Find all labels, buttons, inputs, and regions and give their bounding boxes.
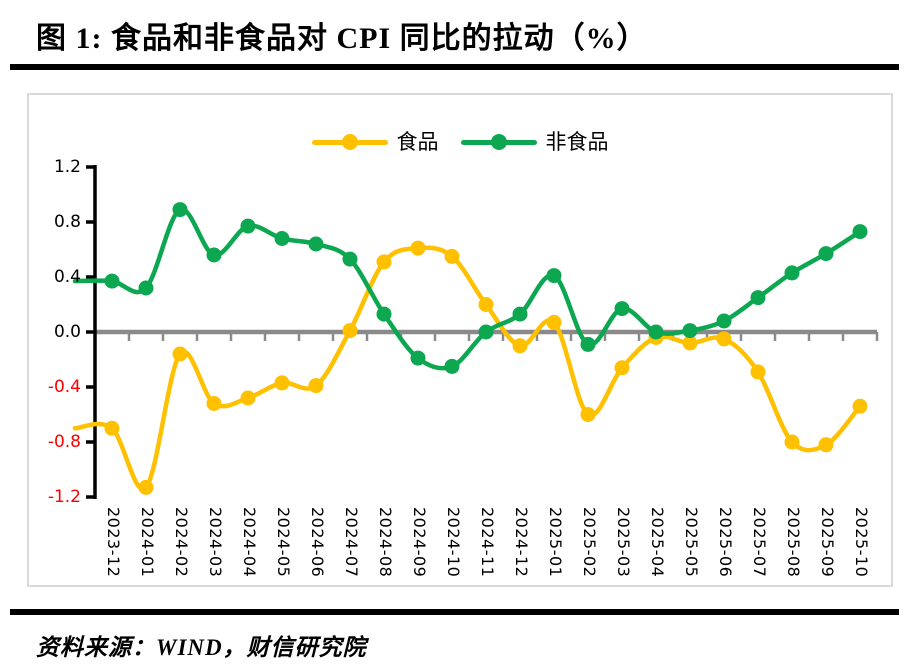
x-axis-label: 2023-12 xyxy=(104,507,123,578)
food-data-point xyxy=(104,420,120,436)
food-data-point xyxy=(784,434,800,450)
nonfood-data-point xyxy=(104,273,120,289)
nonfood-data-point xyxy=(308,236,324,252)
nonfood-data-point xyxy=(716,313,732,329)
food-data-point xyxy=(138,479,154,495)
x-axis-label: 2024-11 xyxy=(478,507,497,578)
nonfood-data-point xyxy=(240,218,256,234)
legend-line-food xyxy=(311,134,388,150)
food-data-point xyxy=(172,346,188,362)
legend-item-food: 食品 xyxy=(311,130,439,154)
nonfood-data-point xyxy=(410,350,426,366)
chart-area: 食品 非食品 1.2 0.8 0.4 0.0 -0.4 -0.8 -1.2 2023-12 20… xyxy=(27,93,893,587)
legend-line-nonfood xyxy=(460,134,537,150)
y-axis-label: 0.8 xyxy=(53,212,81,232)
nonfood-data-point xyxy=(546,268,562,284)
chart-legend: 食品 非食品 xyxy=(29,131,891,153)
y-axis-label: -1.2 xyxy=(47,487,81,507)
nonfood-data-point xyxy=(580,336,596,352)
x-axis-label: 2024-02 xyxy=(172,507,191,578)
food-data-point xyxy=(274,375,290,391)
y-axis-label: 0.0 xyxy=(53,322,81,342)
nonfood-data-point xyxy=(784,265,800,281)
x-axis-label: 2024-05 xyxy=(274,507,293,578)
nonfood-data-point xyxy=(750,290,766,306)
bottom-divider xyxy=(10,609,899,615)
legend-label-nonfood: 非食品 xyxy=(545,130,609,154)
x-axis-label: 2024-09 xyxy=(410,507,429,578)
x-axis-label: 2024-08 xyxy=(376,507,395,578)
source-note: 资料来源：WIND，财信研究院 xyxy=(36,635,367,660)
food-data-point xyxy=(546,314,562,330)
y-axis-label: -0.4 xyxy=(47,377,81,397)
nonfood-data-point xyxy=(682,323,698,339)
x-axis-label: 2025-03 xyxy=(614,507,633,578)
food-data-point xyxy=(716,331,732,347)
figure-title: 图 1: 食品和非食品对 CPI 同比的拉动（%） xyxy=(36,22,648,55)
legend-marker-nonfood xyxy=(490,134,507,150)
food-data-point xyxy=(444,248,460,264)
top-divider xyxy=(10,64,899,70)
food-series-line xyxy=(72,245,863,492)
food-data-point xyxy=(342,323,358,339)
nonfood-data-point xyxy=(818,246,834,262)
x-axis-label: 2025-10 xyxy=(852,507,871,578)
food-data-point xyxy=(206,396,222,411)
food-data-point xyxy=(750,364,766,380)
nonfood-data-point xyxy=(478,324,494,340)
y-axis-label: -0.8 xyxy=(47,432,81,452)
x-axis-label: 2025-04 xyxy=(648,507,667,578)
nonfood-data-point xyxy=(342,251,358,267)
x-axis-label: 2025-05 xyxy=(682,507,701,578)
x-axis-label: 2024-10 xyxy=(444,507,463,578)
y-axis-label: 1.2 xyxy=(53,157,81,177)
y-axis-label: 0.4 xyxy=(53,267,81,287)
food-data-point xyxy=(818,437,834,453)
nonfood-data-point xyxy=(376,306,392,322)
nonfood-data-point xyxy=(138,280,154,296)
nonfood-series-line xyxy=(72,207,863,371)
x-axis-label: 2025-09 xyxy=(818,507,837,578)
food-data-point xyxy=(240,390,256,406)
food-data-point xyxy=(308,378,324,394)
x-axis-label: 2024-06 xyxy=(308,507,327,578)
food-data-point xyxy=(614,360,630,376)
food-data-point xyxy=(682,335,698,351)
food-data-point xyxy=(478,297,494,312)
nonfood-data-point xyxy=(206,247,222,263)
legend-item-nonfood: 非食品 xyxy=(460,130,609,154)
food-data-point xyxy=(512,338,528,354)
food-data-point xyxy=(410,240,426,256)
food-data-point xyxy=(852,398,868,414)
chart-canvas xyxy=(72,165,879,499)
x-axis-label: 2024-01 xyxy=(138,507,157,578)
x-axis-label: 2025-07 xyxy=(750,507,769,578)
legend-marker-food xyxy=(341,134,358,150)
food-data-point xyxy=(376,254,392,270)
nonfood-data-point xyxy=(512,306,528,322)
x-axis-label: 2024-04 xyxy=(240,507,259,578)
x-axis-label: 2024-07 xyxy=(342,507,361,578)
x-axis-label: 2025-08 xyxy=(784,507,803,578)
x-axis-label: 2025-06 xyxy=(716,507,735,578)
x-axis-label: 2024-03 xyxy=(206,507,225,578)
x-axis-label: 2025-01 xyxy=(546,507,565,578)
nonfood-data-point xyxy=(614,301,630,317)
x-axis-label: 2024-12 xyxy=(512,507,531,578)
nonfood-data-point xyxy=(172,202,188,218)
nonfood-data-point xyxy=(274,231,290,246)
nonfood-data-point xyxy=(852,224,868,240)
nonfood-data-point xyxy=(444,358,460,374)
legend-label-food: 食品 xyxy=(396,130,439,154)
nonfood-data-point xyxy=(648,324,664,340)
food-data-point xyxy=(580,407,596,422)
x-axis-label: 2025-02 xyxy=(580,507,599,578)
